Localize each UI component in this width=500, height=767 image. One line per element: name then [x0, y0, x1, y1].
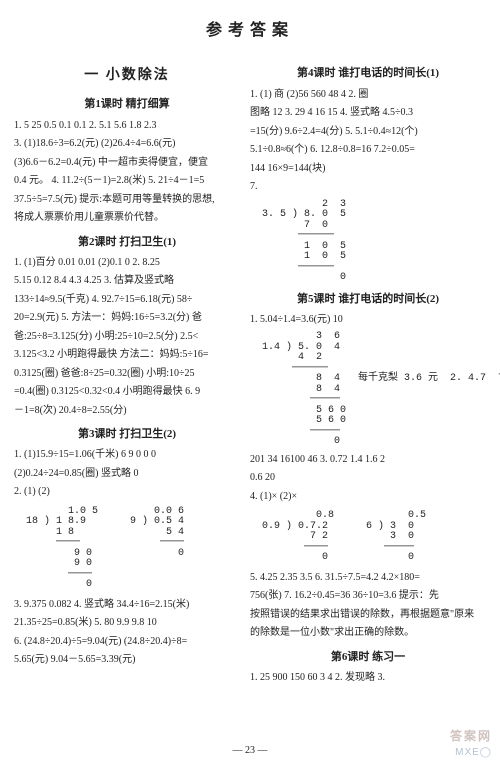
l1-line: 37.5÷5=7.5(元) 提示:本题可用等量转换的思想, — [14, 192, 240, 209]
l3-line: 6. (24.8÷20.4)÷5=9.04(元) (24.8÷20.4)÷8= — [14, 634, 240, 651]
l2-line: 1. (1)百分 0.01 0.01 (2)0.1 0 2. 8.25 — [14, 255, 240, 272]
l4-line: 图略 12 3. 29 4 16 15 4. 竖式略 4.5÷0.3 — [250, 105, 486, 122]
l2-line: 爸:25÷8=3.125(分) 小明:25÷10=2.5(分) 2.5< — [14, 329, 240, 346]
page-title: 参考答案 — [14, 18, 486, 44]
long-division-3: 2 3 3. 5 ) 8. 0 5 7 0 ────── 1 0 5 1 0 5… — [262, 200, 486, 284]
l2-line: 3.125<3.2 小明跑得最快 方法二：妈妈:5÷16= — [14, 347, 240, 364]
l2-line: 5.15 0.12 8.4 4.3 4.25 3. 估算及竖式略 — [14, 273, 240, 290]
l3-line: 5.65(元) 9.04－5.65=3.39(元) — [14, 652, 240, 669]
l2-line: －1=8(次) 20.4÷8=2.55(分) — [14, 403, 240, 420]
lesson6-title: 第6课时 练习一 — [250, 648, 486, 666]
long-division-5a: 0.8 0.9 ) 0.7.2 7 2 ──── 0 — [262, 511, 334, 564]
l4-line: =15(分) 9.6÷2.4=4(分) 5. 5.1÷0.4≈12(个) — [250, 124, 486, 141]
l6-line: 1. 25 900 150 60 3 4 2. 发现略 3. — [250, 670, 486, 687]
l5-line: 4. (1)× (2)× — [250, 489, 486, 506]
l3-line: (2)0.24÷24=0.85(圈) 竖式略 0 — [14, 466, 240, 483]
l3-line: 21.35÷25=0.85(米) 5. 80 9.9 9.8 10 — [14, 615, 240, 632]
l2-line: 20=2.9(元) 5. 方法一：妈妈:16÷5=3.2(分) 爸 — [14, 310, 240, 327]
l5-line: 201 34 16100 46 3. 0.72 1.4 1.6 2 — [250, 452, 486, 469]
long-division-1: 1.0 5 18 ) 1 8.9 1 8 ──── 9 0 9 0 ──── 0 — [26, 507, 98, 591]
lesson3-title: 第3课时 打扫卫生(2) — [14, 425, 240, 443]
l5-line: 0.6 20 — [250, 470, 486, 487]
l4-line: 7. — [250, 179, 486, 196]
lesson2-title: 第2课时 打扫卫生(1) — [14, 233, 240, 251]
long-division-2: 0.0 6 9 ) 0.5 4 5 4 ──── 0 — [124, 507, 184, 591]
two-column-layout: 一 小数除法 第1课时 精打细算 1. 5 25 0.5 0.1 0.1 2. … — [14, 58, 486, 688]
l3-line: 3. 9.375 0.082 4. 竖式略 34.4÷16=2.15(米) — [14, 597, 240, 614]
l5-line: 的除数是一位小数"求出正确的除数。 — [250, 625, 486, 642]
l1-line: 1. 5 25 0.5 0.1 0.1 2. 5.1 5.6 1.8 2.3 — [14, 118, 240, 135]
chapter-title: 一 小数除法 — [14, 64, 240, 87]
l2-line: 133÷14≈9.5(千克) 4. 92.7÷15=6.18(元) 58÷ — [14, 292, 240, 309]
lesson1-title: 第1课时 精打细算 — [14, 95, 240, 113]
l5-line: 按照错误的结果求出错误的除数，再根据题意"原来 — [250, 607, 486, 624]
l1-line: 3. (1)18.6÷3=6.2(元) (2)26.4÷4=6.6(元) — [14, 136, 240, 153]
l4-line: 1. (1) 商 (2)56 560 48 4 2. 圈 — [250, 87, 486, 104]
lesson4-title: 第4课时 谁打电话的时间长(1) — [250, 64, 486, 82]
l5-line: 756(张) 7. 16.2÷0.45=36 36÷10=3.6 提示：先 — [250, 588, 486, 605]
long-division-4: 3 6 1.4 ) 5. 0 4 4 2 ────── 8 4 每千克梨 3.6… — [262, 332, 486, 448]
l5-line: 1. 5.04÷1.4=3.6(元) 10 — [250, 312, 486, 329]
l4-line: 5.1÷0.8≈6(个) 6. 12.8÷0.8=16 7.2÷0.05= — [250, 142, 486, 159]
l1-line: 0.4 元。 4. 11.2÷(5－1)=2.8(米) 5. 21÷4－1=5 — [14, 173, 240, 190]
l2-line: =0.4(圈) 0.3125<0.32<0.4 小明跑得最快 6. 9 — [14, 384, 240, 401]
lesson5-title: 第5课时 谁打电话的时间长(2) — [250, 290, 486, 308]
l1-line: 将成人票票价用儿童票票价代替。 — [14, 210, 240, 227]
l3-line: 1. (1)15.9÷15=1.06(千米) 6 9 0 0 0 — [14, 447, 240, 464]
l1-line: (3)6.6－6.2=0.4(元) 中一超市卖得便宜，便宜 — [14, 155, 240, 172]
right-column: 第4课时 谁打电话的时间长(1) 1. (1) 商 (2)56 560 48 4… — [250, 58, 486, 688]
l4-line: 144 16×9=144(块) — [250, 161, 486, 178]
left-column: 一 小数除法 第1课时 精打细算 1. 5 25 0.5 0.1 0.1 2. … — [14, 58, 240, 688]
long-division-5b: 0.5 6 ) 3 0 3 0 ───── 0 — [360, 511, 426, 564]
l3-line: 2. (1) (2) — [14, 484, 240, 501]
l2-line: 0.3125(圈) 爸爸:8÷25=0.32(圈) 小明:10÷25 — [14, 366, 240, 383]
watermark-text-2: MXE◯ — [455, 745, 492, 762]
page-number: — 23 — — [0, 743, 500, 760]
l5-line: 5. 4.25 2.35 3.5 6. 31.5÷7.5=4.2 4.2×180… — [250, 570, 486, 587]
